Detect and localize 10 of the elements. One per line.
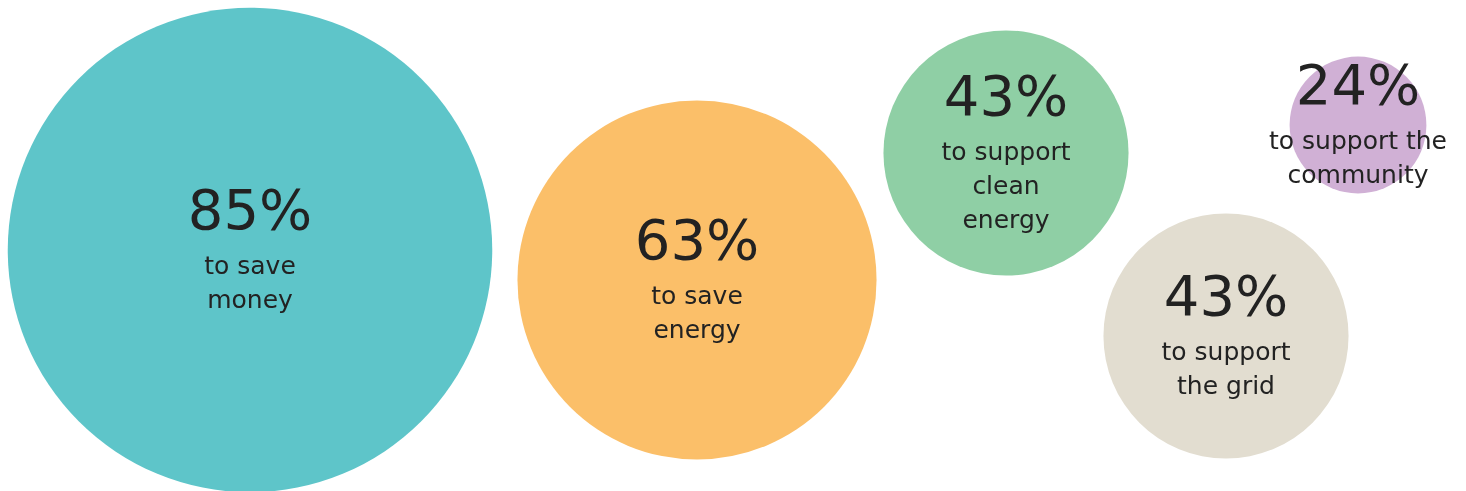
category-label: to save energy (651, 280, 743, 344)
category-label: to support clean energy (941, 136, 1071, 234)
category-label: to support the grid (1161, 336, 1291, 400)
data-label: 43% (1163, 262, 1289, 328)
data-label: 85% (187, 176, 313, 242)
data-label: 43% (943, 62, 1069, 128)
category-label: to save money (204, 250, 296, 314)
category-label: to support the community (1268, 125, 1448, 189)
data-label: 24% (1295, 51, 1421, 117)
data-label: 63% (634, 206, 760, 272)
